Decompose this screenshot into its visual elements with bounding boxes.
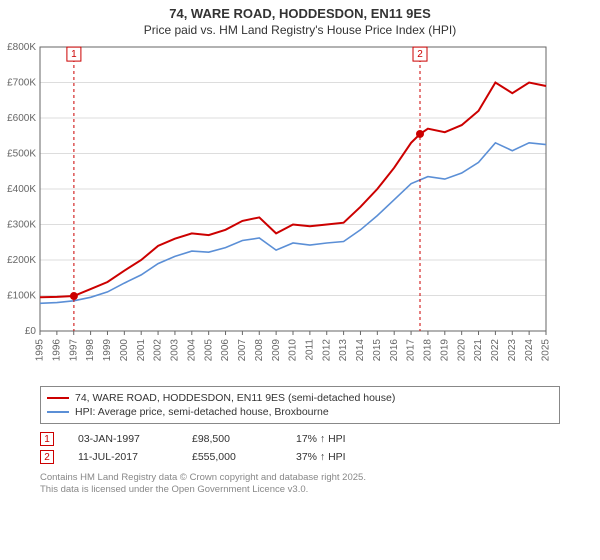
marker-row: 2 11-JUL-2017 £555,000 37% ↑ HPI xyxy=(40,448,560,466)
svg-text:2022: 2022 xyxy=(490,339,501,362)
svg-text:2014: 2014 xyxy=(355,339,366,362)
svg-text:1998: 1998 xyxy=(85,339,96,362)
marker-badge: 2 xyxy=(40,450,54,464)
marker-price: £98,500 xyxy=(192,433,272,445)
svg-text:2024: 2024 xyxy=(524,339,535,362)
marker-table: 1 03-JAN-1997 £98,500 17% ↑ HPI 2 11-JUL-2017… xyxy=(40,430,560,466)
svg-text:2: 2 xyxy=(417,49,423,60)
legend-swatch xyxy=(47,411,69,413)
svg-text:£0: £0 xyxy=(25,326,37,337)
price-chart: £0 £100K £200K £300K £400K £500K £600K £700K £80… xyxy=(0,37,560,377)
svg-text:£500K: £500K xyxy=(7,149,36,160)
svg-text:2008: 2008 xyxy=(254,339,265,362)
svg-text:2001: 2001 xyxy=(136,339,147,362)
marker-badge: 1 xyxy=(40,432,54,446)
footer-attribution: Contains HM Land Registry data © Crown c… xyxy=(40,472,560,497)
marker-pct: 37% ↑ HPI xyxy=(296,451,346,463)
svg-text:£300K: £300K xyxy=(7,220,36,231)
svg-text:2021: 2021 xyxy=(473,339,484,362)
legend-row: 74, WARE ROAD, HODDESDON, EN11 9ES (semi… xyxy=(47,391,553,405)
svg-text:1: 1 xyxy=(71,49,77,60)
svg-text:2006: 2006 xyxy=(220,339,231,362)
svg-text:2016: 2016 xyxy=(389,339,400,362)
svg-text:2018: 2018 xyxy=(423,339,434,362)
svg-text:2020: 2020 xyxy=(456,339,467,362)
svg-text:£400K: £400K xyxy=(7,184,36,195)
svg-text:£600K: £600K xyxy=(7,113,36,124)
chart-subtitle: Price paid vs. HM Land Registry's House … xyxy=(0,23,600,37)
legend-row: HPI: Average price, semi-detached house,… xyxy=(47,405,553,419)
svg-text:£800K: £800K xyxy=(7,42,36,53)
svg-text:2007: 2007 xyxy=(237,339,248,362)
svg-text:2003: 2003 xyxy=(170,339,181,362)
svg-text:2004: 2004 xyxy=(186,339,197,362)
legend-label: HPI: Average price, semi-detached house,… xyxy=(75,406,329,418)
svg-text:2011: 2011 xyxy=(305,339,316,361)
svg-text:2005: 2005 xyxy=(203,339,214,362)
svg-text:£100K: £100K xyxy=(7,291,36,302)
marker-pct: 17% ↑ HPI xyxy=(296,433,346,445)
svg-text:2002: 2002 xyxy=(153,339,164,362)
svg-text:1995: 1995 xyxy=(35,339,46,362)
legend-label: 74, WARE ROAD, HODDESDON, EN11 9ES (semi… xyxy=(75,392,395,404)
marker-row: 1 03-JAN-1997 £98,500 17% ↑ HPI xyxy=(40,430,560,448)
legend: 74, WARE ROAD, HODDESDON, EN11 9ES (semi… xyxy=(40,386,560,424)
marker-date: 11-JUL-2017 xyxy=(78,451,168,463)
marker-date: 03-JAN-1997 xyxy=(78,433,168,445)
svg-text:2017: 2017 xyxy=(406,339,417,362)
chart-title: 74, WARE ROAD, HODDESDON, EN11 9ES xyxy=(0,6,600,21)
chart-container: £0 £100K £200K £300K £400K £500K £600K £700K £80… xyxy=(0,37,600,382)
svg-text:2009: 2009 xyxy=(271,339,282,362)
svg-text:2025: 2025 xyxy=(541,339,552,362)
legend-swatch xyxy=(47,397,69,399)
svg-text:2023: 2023 xyxy=(507,339,518,362)
svg-text:2012: 2012 xyxy=(321,339,332,362)
svg-text:2000: 2000 xyxy=(119,339,130,362)
svg-text:2019: 2019 xyxy=(439,339,450,362)
svg-text:1996: 1996 xyxy=(52,339,63,362)
svg-text:£700K: £700K xyxy=(7,78,36,89)
svg-text:2010: 2010 xyxy=(288,339,299,362)
svg-text:2015: 2015 xyxy=(372,339,383,362)
marker-price: £555,000 xyxy=(192,451,272,463)
svg-text:2013: 2013 xyxy=(338,339,349,362)
footer-line-1: Contains HM Land Registry data © Crown c… xyxy=(40,472,560,484)
footer-line-2: This data is licensed under the Open Gov… xyxy=(40,484,560,496)
svg-text:1999: 1999 xyxy=(102,339,113,362)
chart-titles: 74, WARE ROAD, HODDESDON, EN11 9ES Price… xyxy=(0,0,600,37)
svg-text:1997: 1997 xyxy=(68,339,79,362)
svg-text:£200K: £200K xyxy=(7,255,36,266)
